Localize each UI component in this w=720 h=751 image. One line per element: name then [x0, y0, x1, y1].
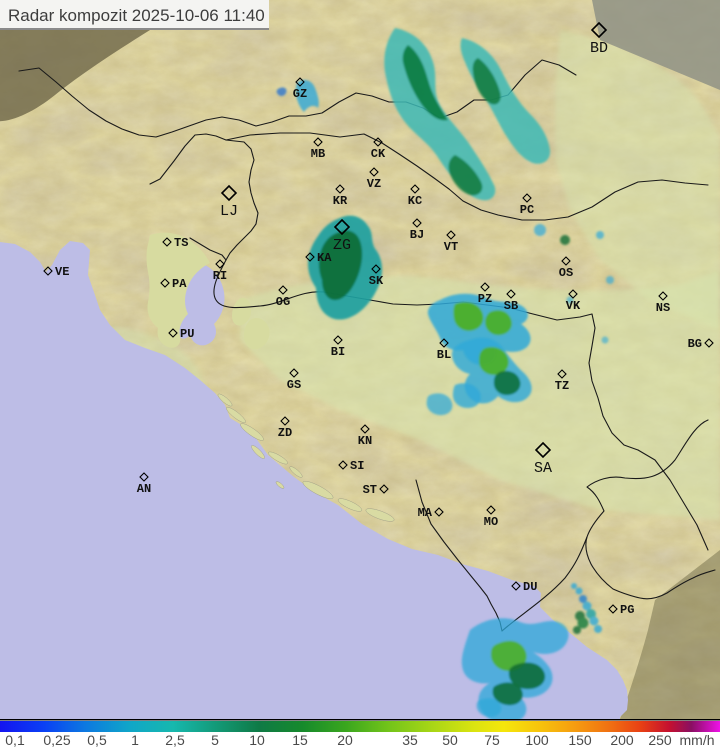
svg-text:2,5: 2,5 — [165, 732, 185, 748]
svg-text:KC: KC — [408, 194, 422, 208]
svg-text:GZ: GZ — [293, 87, 307, 101]
svg-text:200: 200 — [610, 732, 634, 748]
svg-text:50: 50 — [442, 732, 458, 748]
svg-text:20: 20 — [337, 732, 353, 748]
svg-text:PZ: PZ — [478, 292, 492, 306]
svg-text:AN: AN — [137, 482, 151, 496]
svg-text:SK: SK — [369, 274, 384, 288]
svg-text:PA: PA — [172, 277, 187, 291]
svg-text:OS: OS — [559, 266, 573, 280]
svg-text:0,25: 0,25 — [43, 732, 70, 748]
svg-text:0,5: 0,5 — [87, 732, 107, 748]
svg-text:VK: VK — [566, 299, 581, 313]
svg-text:75: 75 — [484, 732, 500, 748]
svg-text:5: 5 — [211, 732, 219, 748]
svg-text:MA: MA — [418, 506, 433, 520]
svg-text:KA: KA — [317, 251, 332, 265]
svg-text:PU: PU — [180, 327, 194, 341]
svg-text:OG: OG — [276, 295, 290, 309]
svg-text:BJ: BJ — [410, 228, 424, 242]
svg-text:BL: BL — [437, 348, 451, 362]
svg-text:ST: ST — [363, 483, 377, 497]
svg-text:LJ: LJ — [220, 203, 238, 220]
svg-text:MO: MO — [484, 515, 498, 529]
svg-text:SA: SA — [534, 460, 552, 477]
svg-text:KR: KR — [333, 194, 348, 208]
svg-text:SI: SI — [350, 459, 364, 473]
svg-text:GS: GS — [287, 378, 301, 392]
svg-text:ZG: ZG — [333, 237, 351, 254]
svg-text:100: 100 — [525, 732, 549, 748]
svg-text:mm/h: mm/h — [680, 732, 715, 748]
svg-text:BG: BG — [688, 337, 702, 351]
svg-text:35: 35 — [402, 732, 418, 748]
svg-text:ZD: ZD — [278, 426, 292, 440]
svg-text:RI: RI — [213, 269, 227, 283]
svg-text:TZ: TZ — [555, 379, 569, 393]
svg-text:CK: CK — [371, 147, 386, 161]
svg-text:SB: SB — [504, 299, 518, 313]
svg-text:BD: BD — [590, 40, 608, 57]
svg-text:1: 1 — [131, 732, 139, 748]
svg-text:DU: DU — [523, 580, 537, 594]
svg-text:0,1: 0,1 — [5, 732, 25, 748]
svg-text:250: 250 — [648, 732, 672, 748]
svg-text:10: 10 — [249, 732, 265, 748]
svg-text:150: 150 — [568, 732, 592, 748]
svg-text:KN: KN — [358, 434, 372, 448]
svg-text:VZ: VZ — [367, 177, 381, 191]
svg-text:VT: VT — [444, 240, 458, 254]
svg-text:VE: VE — [55, 265, 69, 279]
svg-text:PC: PC — [520, 203, 534, 217]
svg-text:15: 15 — [292, 732, 308, 748]
svg-text:PG: PG — [620, 603, 634, 617]
svg-text:Radar kompozit 2025-10-06: Radar kompozit 2025-10-06 11:40 — [8, 6, 265, 25]
svg-text:BI: BI — [331, 345, 345, 359]
svg-text:MB: MB — [311, 147, 325, 161]
svg-text:NS: NS — [656, 301, 670, 315]
svg-text:TS: TS — [174, 236, 188, 250]
